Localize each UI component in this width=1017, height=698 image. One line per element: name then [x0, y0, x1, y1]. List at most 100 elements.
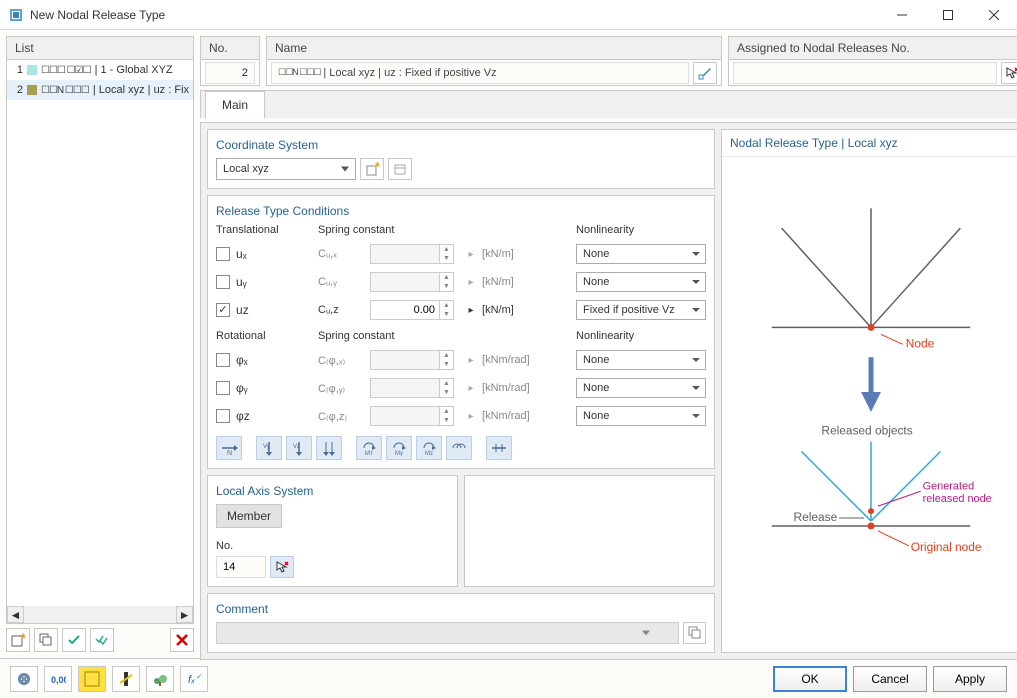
filter-button[interactable] [112, 666, 140, 692]
left-panel: List 1 ☐☐☐ ☐☑☐ | 1 - Global XYZ 2 ☐☐N ☐☐… [6, 36, 194, 652]
coord-system-combo[interactable]: Local xyz [216, 158, 356, 180]
quick-clear-button[interactable] [486, 436, 512, 460]
svg-text:Generated: Generated [923, 480, 975, 492]
svg-text:✓: ✓ [196, 672, 202, 681]
name-panel: Name ☐☐N ☐☐☐ | Local xyz | uᴢ : Fixed if… [266, 36, 722, 86]
assigned-input[interactable] [733, 62, 997, 84]
preview-title: Nodal Release Type | Local xyz [722, 130, 1017, 157]
comment-combo[interactable] [216, 622, 679, 644]
local-axis-section: Local Axis System Member No. [207, 475, 458, 587]
tab-row: Main [200, 90, 1017, 118]
arrow-icon: ▸ [462, 305, 480, 316]
unit-label: [kN/m] [482, 304, 542, 316]
function-button[interactable]: fₓ✓ [180, 666, 208, 692]
quick-my-button[interactable]: My [386, 436, 412, 460]
assigned-header: Assigned to Nodal Releases No. [728, 36, 1017, 60]
nonlinearity-combo[interactable]: Fixed if positive Vᴢ [576, 300, 706, 320]
new-button[interactable]: ★ [6, 628, 30, 652]
spring-input[interactable]: ▲▼ [370, 300, 460, 320]
svg-text:★: ★ [19, 633, 25, 641]
pick-member-button[interactable] [270, 556, 294, 578]
arrow-icon: ▸ [462, 249, 480, 260]
maximize-button[interactable] [925, 0, 971, 30]
nonlinearity-combo[interactable]: None [576, 350, 706, 370]
svg-text:Node: Node [906, 336, 935, 350]
quick-mz-button[interactable]: Mz [416, 436, 442, 460]
coord-new-button[interactable]: ★ [360, 158, 384, 180]
quick-myz-button[interactable] [446, 436, 472, 460]
comment-title: Comment [216, 602, 706, 616]
dof-checkbox[interactable]: φᴢ [216, 409, 316, 423]
delete-button[interactable] [170, 628, 194, 652]
dof-checkbox[interactable]: φₓ [216, 353, 316, 367]
name-input[interactable]: ☐☐N ☐☐☐ | Local xyz | uᴢ : Fixed if posi… [271, 62, 689, 84]
list-header: List [6, 36, 194, 60]
quick-vz-button[interactable]: Vz [286, 436, 312, 460]
spring-label: C₍φ,ₓ₎ [318, 354, 368, 367]
list-item[interactable]: 2 ☐☐N ☐☐☐ | Local xyz | uᴢ : Fix [7, 80, 193, 100]
svg-text:Release: Release [794, 510, 838, 524]
edit-name-button[interactable] [693, 62, 717, 84]
comment-section: Comment [207, 593, 715, 653]
dof-checkbox[interactable]: uₓ [216, 247, 316, 261]
scroll-left-icon[interactable]: ◄ [7, 606, 24, 623]
unit-label: [kNm/rad] [482, 354, 542, 366]
pick-button[interactable] [1001, 62, 1017, 84]
right-area: No. Name ☐☐N ☐☐☐ | Local xyz | uᴢ : Fixe… [200, 36, 1017, 652]
list-item[interactable]: 1 ☐☐☐ ☐☑☐ | 1 - Global XYZ [7, 60, 193, 80]
no-input[interactable] [205, 62, 255, 84]
cancel-button[interactable]: Cancel [853, 666, 927, 692]
title-bar: New Nodal Release Type [0, 0, 1017, 30]
quick-vy-button[interactable]: Vy [256, 436, 282, 460]
tree-button[interactable] [146, 666, 174, 692]
unit-label: [kN/m] [482, 276, 542, 288]
bottom-bar: 0,00 fₓ✓ OK Cancel Apply [0, 658, 1017, 698]
dof-checkbox[interactable]: φᵧ [216, 381, 316, 395]
apply-button[interactable]: Apply [933, 666, 1007, 692]
tab-content: Coordinate System Local xyz ★ Release Ty… [200, 122, 1017, 660]
scroll-right-icon[interactable]: ► [176, 606, 193, 623]
dof-checkbox[interactable]: uᵧ [216, 275, 316, 289]
horizontal-scrollbar[interactable]: ◄ ► [7, 606, 193, 623]
help-button[interactable] [10, 666, 38, 692]
no-panel: No. [200, 36, 260, 86]
svg-text:fₓ: fₓ [188, 674, 195, 686]
minimize-button[interactable] [879, 0, 925, 30]
spring-label: C₍φ,ᵧ₎ [318, 382, 368, 395]
comment-copy-button[interactable] [683, 622, 706, 644]
quick-n-button[interactable]: N [216, 436, 242, 460]
swatch-icon [27, 65, 37, 75]
coord-lib-button[interactable] [388, 158, 412, 180]
translational-grid: Translational Spring constant Nonlineari… [216, 224, 706, 320]
nonlinearity-combo[interactable]: None [576, 406, 706, 426]
arrow-icon: ▸ [462, 355, 480, 366]
unit-label: [kNm/rad] [482, 410, 542, 422]
units-button[interactable]: 0,00 [44, 666, 72, 692]
spring-input: ▲▼ [370, 244, 460, 264]
app-icon [8, 7, 24, 23]
svg-text:Released objects: Released objects [821, 424, 912, 438]
swatch-icon [27, 85, 37, 95]
quick-vyvz-button[interactable] [316, 436, 342, 460]
dof-checkbox[interactable]: uᴢ [216, 303, 316, 317]
release-conditions-title: Release Type Conditions [216, 204, 706, 218]
tab-main[interactable]: Main [205, 91, 265, 119]
nonlinearity-combo[interactable]: None [576, 272, 706, 292]
copy-button[interactable] [34, 628, 58, 652]
check-button[interactable] [62, 628, 86, 652]
check-all-button[interactable] [90, 628, 114, 652]
member-toggle[interactable]: Member [216, 504, 282, 528]
local-axis-no-label: No. [216, 540, 449, 552]
local-axis-no-input[interactable] [216, 556, 266, 578]
coord-system-title: Coordinate System [216, 138, 706, 152]
close-button[interactable] [971, 0, 1017, 30]
spring-input: ▲▼ [370, 406, 460, 426]
ok-button[interactable]: OK [773, 666, 847, 692]
nonlinearity-combo[interactable]: None [576, 244, 706, 264]
window-title: New Nodal Release Type [30, 8, 879, 22]
info-button[interactable] [78, 666, 106, 692]
quick-mt-button[interactable]: Mт [356, 436, 382, 460]
arrow-icon: ▸ [462, 277, 480, 288]
nonlinearity-combo[interactable]: None [576, 378, 706, 398]
preview-panel: Nodal Release Type | Local xyz Node [721, 129, 1017, 653]
